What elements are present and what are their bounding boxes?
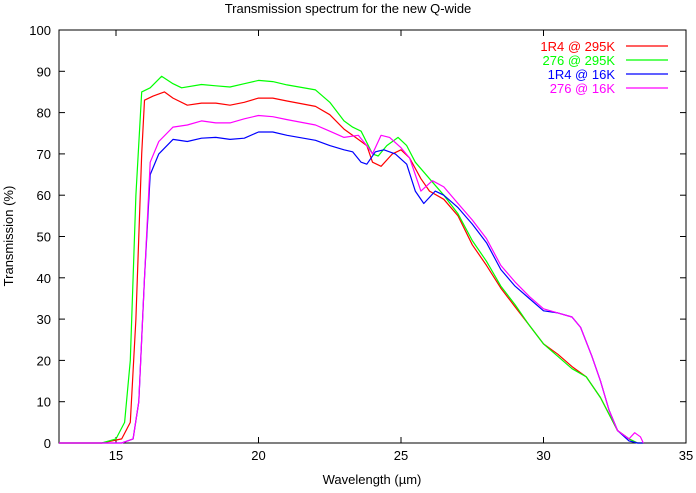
y-tick-label: 20 — [37, 353, 51, 368]
x-axis-label: Wavelength (µm) — [323, 472, 422, 487]
legend-label: 276 @ 295K — [543, 53, 616, 68]
series-line-2 — [59, 131, 644, 444]
y-tick-label: 90 — [37, 64, 51, 79]
y-tick-label: 10 — [37, 395, 51, 410]
series-line-0 — [59, 91, 644, 444]
series-line-1 — [59, 75, 644, 444]
y-tick-label: 50 — [37, 230, 51, 245]
y-tick-label: 70 — [37, 147, 51, 162]
chart-title: Transmission spectrum for the new Q-wide — [225, 1, 472, 16]
x-tick-label: 30 — [536, 448, 550, 463]
y-tick-label: 40 — [37, 271, 51, 286]
x-tick-label: 25 — [394, 448, 408, 463]
y-tick-label: 80 — [37, 106, 51, 121]
y-axis-label: Transmission (%) — [1, 186, 16, 287]
x-tick-label: 15 — [109, 448, 123, 463]
y-tick-label: 60 — [37, 188, 51, 203]
series-line-3 — [59, 114, 644, 444]
y-tick-label: 30 — [37, 312, 51, 327]
y-tick-label: 0 — [44, 436, 51, 451]
legend-label: 276 @ 16K — [550, 81, 616, 96]
y-tick-label: 100 — [29, 23, 51, 38]
legend-label: 1R4 @ 16K — [548, 67, 616, 82]
x-tick-label: 20 — [251, 448, 265, 463]
legend-label: 1R4 @ 295K — [540, 39, 615, 54]
x-tick-label: 35 — [679, 448, 693, 463]
